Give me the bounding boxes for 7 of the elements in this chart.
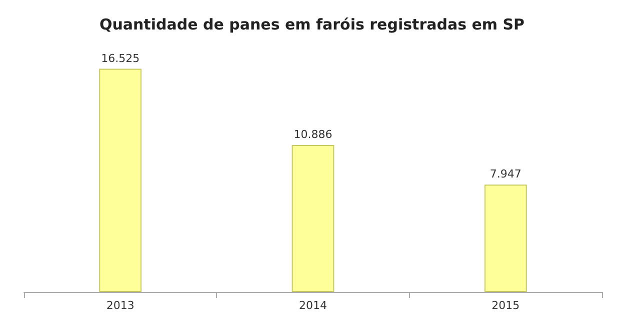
data-label: 16.525 (101, 52, 140, 65)
x-tick-label: 2013 (106, 299, 134, 312)
x-tick-label: 2014 (299, 299, 327, 312)
data-label: 7.947 (490, 168, 522, 181)
x-tick-label: 2015 (492, 299, 520, 312)
data-label: 10.886 (294, 128, 332, 141)
chart-title: Quantidade de panes em faróis registradas em SP (99, 16, 525, 34)
